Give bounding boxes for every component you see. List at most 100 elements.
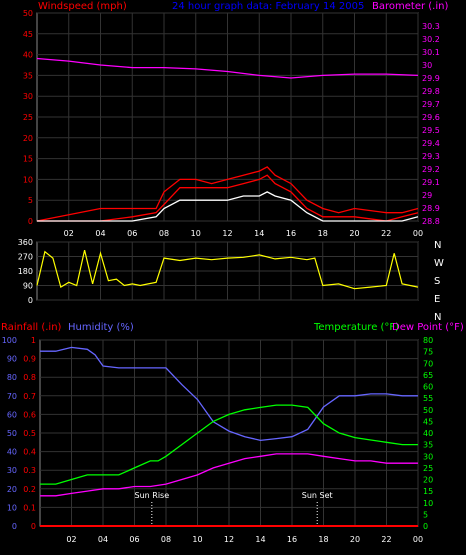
direction-tick: 0 [28,296,33,305]
barometer-tick: 29.3 [422,152,440,161]
windspeed-tick: 25 [23,113,33,122]
wind-barometer-panel: 0 5 10 15 20 25 30 35 40 45 50 02 04 06 08 10 12 14 16 18 20… [23,9,440,238]
rainfall-tick: 0.1 [23,503,36,512]
windspeed-tick: 10 [23,175,33,184]
temperature-tick: 20 [423,476,433,485]
direction-tick: 180 [18,267,33,276]
temperature-tick: 0 [423,522,428,531]
time-tick: 00 [413,229,423,238]
humidity-tick: 90 [7,355,17,364]
time-tick: 06 [127,229,137,238]
temperature-tick: 50 [423,406,433,415]
time-tick: 22 [381,535,391,544]
windspeed-tick: 35 [23,71,33,80]
rainfall-tick: 0.5 [23,429,36,438]
temperature-tick: 75 [423,348,433,357]
time-tick: 18 [318,229,328,238]
temperature-tick: 30 [423,452,433,461]
humidity-temperature-panel: 010203040506070809010000.10.20.30.40.50.… [2,336,433,544]
humidity-tick: 50 [7,429,17,438]
humidity-tick: 60 [7,410,17,419]
rainfall-tick: 0.7 [23,392,36,401]
temperature-tick: 15 [423,487,433,496]
windspeed-tick: 30 [23,92,33,101]
barometer-in-line [36,57,419,79]
time-tick: 02 [66,535,76,544]
barometer-tick: 29.5 [422,126,440,135]
temperature-f-line [40,404,418,485]
time-tick: 10 [191,229,201,238]
humidity-line [40,346,418,442]
time-tick: 16 [286,229,296,238]
time-tick: 16 [287,535,297,544]
rainfall-tick: 0.3 [23,466,36,475]
humidity-tick: 70 [7,392,17,401]
sunset-annotation: Sun Set [302,491,333,500]
barometer-tick: 29.8 [422,87,440,96]
barometer-tick: 29.6 [422,113,440,122]
barometer-tick: 29.9 [422,74,440,83]
direction-tick: 90 [23,282,33,291]
humidity-tick: 20 [7,485,17,494]
gust-line [36,166,419,222]
time-tick: 08 [161,535,171,544]
compass-e: E [434,294,440,305]
time-tick: 22 [381,229,391,238]
humidity-tick: 10 [7,503,17,512]
windspeed-tick: 15 [23,155,33,164]
temperature-tick: 10 [423,499,433,508]
humidity-tick: 80 [7,373,17,382]
wind-direction-panel: 0 90 180 270 360 [18,238,419,305]
time-tick: 04 [98,535,108,544]
barometer-tick: 30 [422,61,432,70]
compass-n-top: N [434,240,441,251]
humidity-tick: 30 [7,466,17,475]
barometer-tick: 29.7 [422,100,440,109]
sunrise-annotation: Sun Rise [135,491,170,500]
barometer-tick: 29.1 [422,178,440,187]
chart-title: 24 hour graph data: February 14 2005 [172,1,364,12]
humidity-tick: 0 [12,522,17,531]
barometer-tick: 29.4 [422,139,440,148]
direction-tick: 270 [18,253,33,262]
temperature-tick: 45 [423,417,433,426]
humidity-tick: 100 [2,336,17,345]
time-tick: 08 [159,229,169,238]
windspeed-label: Windspeed (mph) [38,1,127,12]
direction-tick: 360 [18,238,33,247]
barometer-label: Barometer (.in) [372,1,448,12]
time-tick: 14 [254,229,264,238]
rainfall-tick: 0.6 [23,410,36,419]
time-tick: 18 [318,535,328,544]
rainfall-tick: 0 [31,522,36,531]
temperature-tick: 40 [423,429,433,438]
barometer-tick: 30.3 [422,22,440,31]
rainfall-tick: 0.9 [23,355,36,364]
time-tick: 12 [224,535,234,544]
windspeed-tick: 20 [23,134,33,143]
average-line [37,191,419,222]
barometer-tick: 30.1 [422,48,440,57]
time-tick: 02 [64,229,74,238]
time-tick: 06 [129,535,139,544]
windspeed-tick: 40 [23,51,33,60]
temperature-label: Temperature (°F) [313,322,399,333]
rainfall-label: Rainfall (.in) [1,322,62,333]
rainfall-tick: 0.2 [23,485,36,494]
compass-s: S [434,276,440,287]
time-tick: 12 [222,229,232,238]
dewpoint-label: Dew Point (°F) [392,322,464,333]
humidity-label: Humidity (%) [68,322,134,333]
windspeed-tick: 50 [23,9,33,18]
windspeed-tick: 5 [28,196,33,205]
dew-point-f-line [40,453,418,497]
rainfall-tick: 1 [31,336,36,345]
compass-w: W [434,258,444,269]
time-tick: 14 [255,535,265,544]
time-tick: 00 [413,535,423,544]
wind-direction-line [36,249,419,290]
temperature-tick: 5 [423,510,428,519]
time-tick: 04 [95,229,105,238]
